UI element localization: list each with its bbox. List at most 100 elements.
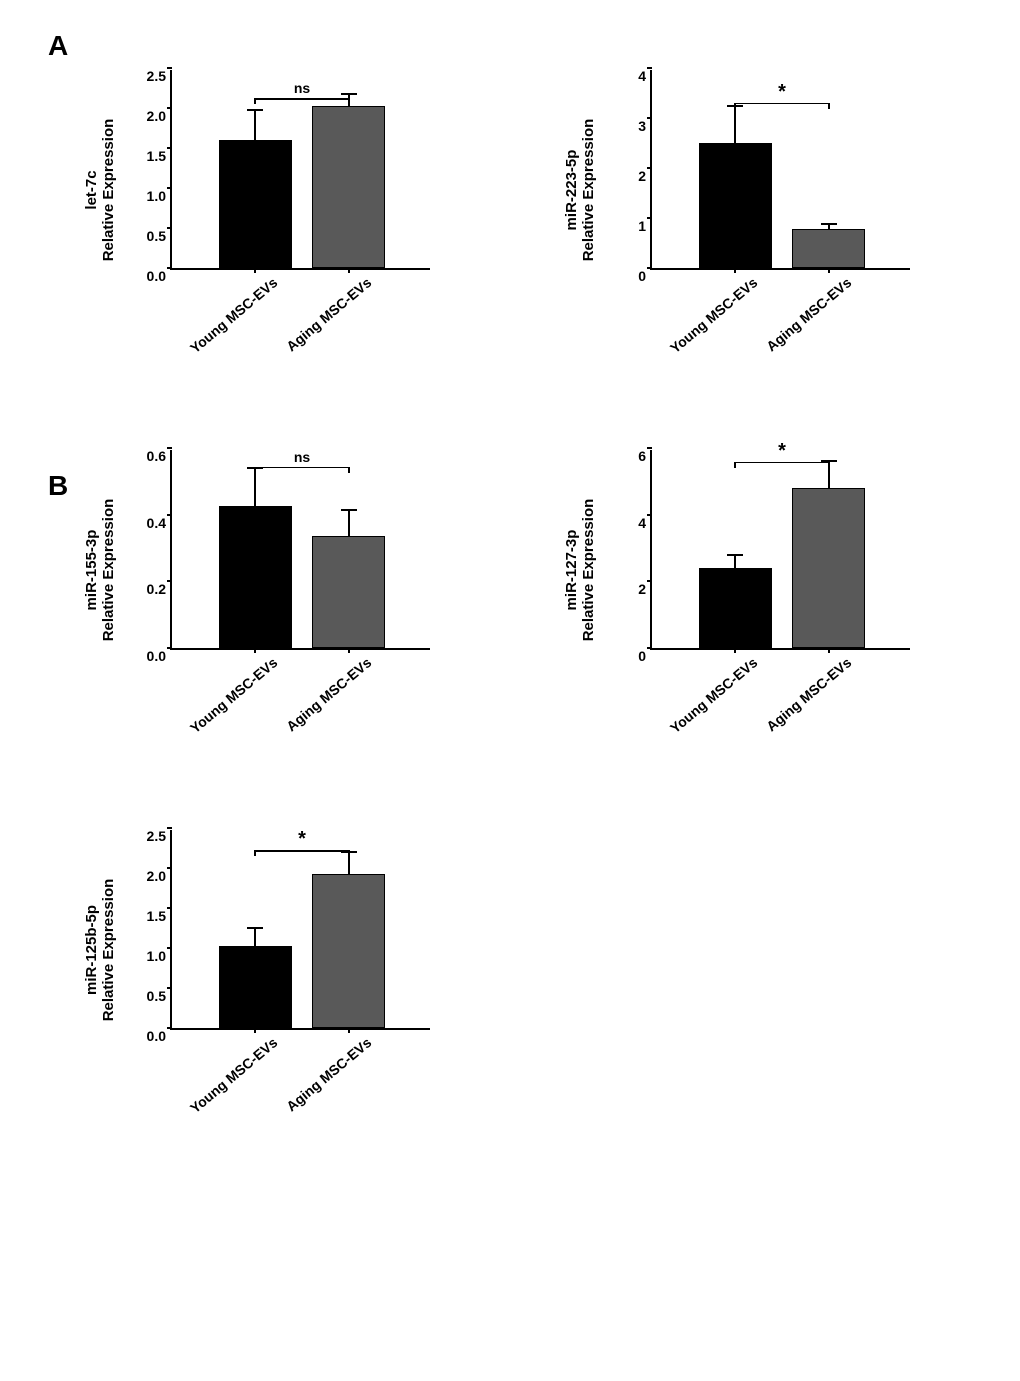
sig-bracket bbox=[255, 467, 349, 469]
xtick-mark bbox=[348, 1028, 350, 1033]
sig-label: * bbox=[778, 81, 786, 104]
xtick-mark bbox=[828, 268, 830, 273]
ytick-label: 4 bbox=[638, 515, 652, 531]
ytick-mark bbox=[167, 514, 172, 516]
xtick-mark bbox=[254, 268, 256, 273]
sig-label: ns bbox=[294, 449, 310, 465]
sig-label: * bbox=[778, 440, 786, 463]
ytick-label: 1.0 bbox=[147, 948, 172, 964]
ytick-mark bbox=[647, 580, 652, 582]
chart-mir127: miR-127-3p Relative Expression 0246Young… bbox=[560, 440, 940, 700]
ytick-mark bbox=[167, 987, 172, 989]
panel-label-b: B bbox=[48, 470, 68, 502]
bar bbox=[219, 946, 292, 1028]
error-bar bbox=[734, 555, 736, 568]
sig-drop bbox=[254, 850, 256, 856]
ytick-label: 2.5 bbox=[147, 68, 172, 84]
ytick-mark bbox=[647, 67, 652, 69]
xtick-mark bbox=[734, 648, 736, 653]
ytick-label: 6 bbox=[638, 448, 652, 464]
ytick-label: 4 bbox=[638, 68, 652, 84]
error-bar bbox=[254, 468, 256, 506]
ytick-mark bbox=[167, 947, 172, 949]
ytick-mark bbox=[167, 187, 172, 189]
plot-area: 0.00.51.01.52.02.5Young MSC-EVsAging MSC… bbox=[170, 830, 430, 1030]
bar bbox=[219, 140, 292, 268]
ytick-mark bbox=[167, 447, 172, 449]
ytick-label: 3 bbox=[638, 118, 652, 134]
sig-drop bbox=[348, 467, 350, 473]
sig-drop bbox=[254, 467, 256, 473]
ytick-mark bbox=[167, 147, 172, 149]
ytick-label: 0.0 bbox=[147, 648, 172, 664]
ylabel: miR-155-3p Relative Expression bbox=[83, 470, 117, 670]
ytick-mark bbox=[647, 514, 652, 516]
error-cap bbox=[821, 223, 837, 225]
plot-area: 0.00.51.01.52.02.5Young MSC-EVsAging MSC… bbox=[170, 70, 430, 270]
bar bbox=[699, 568, 772, 648]
error-bar bbox=[254, 928, 256, 946]
sig-drop bbox=[348, 850, 350, 856]
sig-drop bbox=[348, 98, 350, 104]
sig-drop bbox=[828, 462, 830, 468]
bar bbox=[312, 536, 385, 648]
chart-mir155: miR-155-3p Relative Expression 0.00.20.4… bbox=[80, 440, 460, 700]
ytick-label: 0 bbox=[638, 268, 652, 284]
plot-area: 0246Young MSC-EVsAging MSC-EVs* bbox=[650, 450, 910, 650]
error-cap bbox=[727, 554, 743, 556]
ytick-mark bbox=[167, 107, 172, 109]
ytick-mark bbox=[167, 867, 172, 869]
sig-drop bbox=[734, 103, 736, 109]
ytick-mark bbox=[647, 167, 652, 169]
ytick-label: 1.5 bbox=[147, 148, 172, 164]
sig-label: * bbox=[298, 828, 306, 851]
ylabel: miR-125b-5p Relative Expression bbox=[83, 850, 117, 1050]
error-bar bbox=[734, 106, 736, 144]
ytick-label: 0.0 bbox=[147, 268, 172, 284]
ylabel: miR-127-3p Relative Expression bbox=[563, 470, 597, 670]
ytick-mark bbox=[647, 267, 652, 269]
xtick-mark bbox=[828, 648, 830, 653]
ytick-label: 0.2 bbox=[147, 581, 172, 597]
ytick-label: 2.5 bbox=[147, 828, 172, 844]
ytick-label: 0 bbox=[638, 648, 652, 664]
bar bbox=[699, 143, 772, 268]
ytick-mark bbox=[167, 1027, 172, 1029]
chart-mir125b: miR-125b-5p Relative Expression 0.00.51.… bbox=[80, 820, 460, 1080]
ytick-label: 2.0 bbox=[147, 108, 172, 124]
bar bbox=[312, 106, 385, 268]
ytick-label: 0.5 bbox=[147, 988, 172, 1004]
xtick-mark bbox=[348, 268, 350, 273]
error-cap bbox=[247, 109, 263, 111]
sig-drop bbox=[828, 103, 830, 109]
ytick-mark bbox=[647, 217, 652, 219]
xtick-mark bbox=[348, 648, 350, 653]
ytick-mark bbox=[167, 267, 172, 269]
ytick-mark bbox=[167, 907, 172, 909]
ytick-label: 2 bbox=[638, 581, 652, 597]
panel-label-a: A bbox=[48, 30, 68, 62]
ylabel: let-7c Relative Expression bbox=[83, 90, 117, 290]
ytick-mark bbox=[647, 117, 652, 119]
ytick-label: 0.5 bbox=[147, 228, 172, 244]
error-cap bbox=[247, 927, 263, 929]
xtick-mark bbox=[254, 1028, 256, 1033]
ytick-mark bbox=[647, 647, 652, 649]
bar bbox=[792, 488, 865, 648]
figure: A B let-7c Relative Expression 0.00.51.0… bbox=[20, 20, 1020, 1080]
sig-drop bbox=[734, 462, 736, 468]
ytick-label: 0.6 bbox=[147, 448, 172, 464]
bar bbox=[312, 874, 385, 1028]
bar bbox=[219, 506, 292, 648]
ytick-label: 2 bbox=[638, 168, 652, 184]
ytick-mark bbox=[167, 67, 172, 69]
row-b2: miR-125b-5p Relative Expression 0.00.51.… bbox=[80, 820, 1020, 1080]
ylabel: miR-223-5p Relative Expression bbox=[563, 90, 597, 290]
sig-drop bbox=[254, 98, 256, 104]
ytick-label: 2.0 bbox=[147, 868, 172, 884]
row-b1: miR-155-3p Relative Expression 0.00.20.4… bbox=[80, 440, 1020, 700]
error-cap bbox=[341, 509, 357, 511]
ytick-mark bbox=[167, 827, 172, 829]
sig-bracket bbox=[255, 98, 349, 100]
ytick-label: 0.0 bbox=[147, 1028, 172, 1044]
